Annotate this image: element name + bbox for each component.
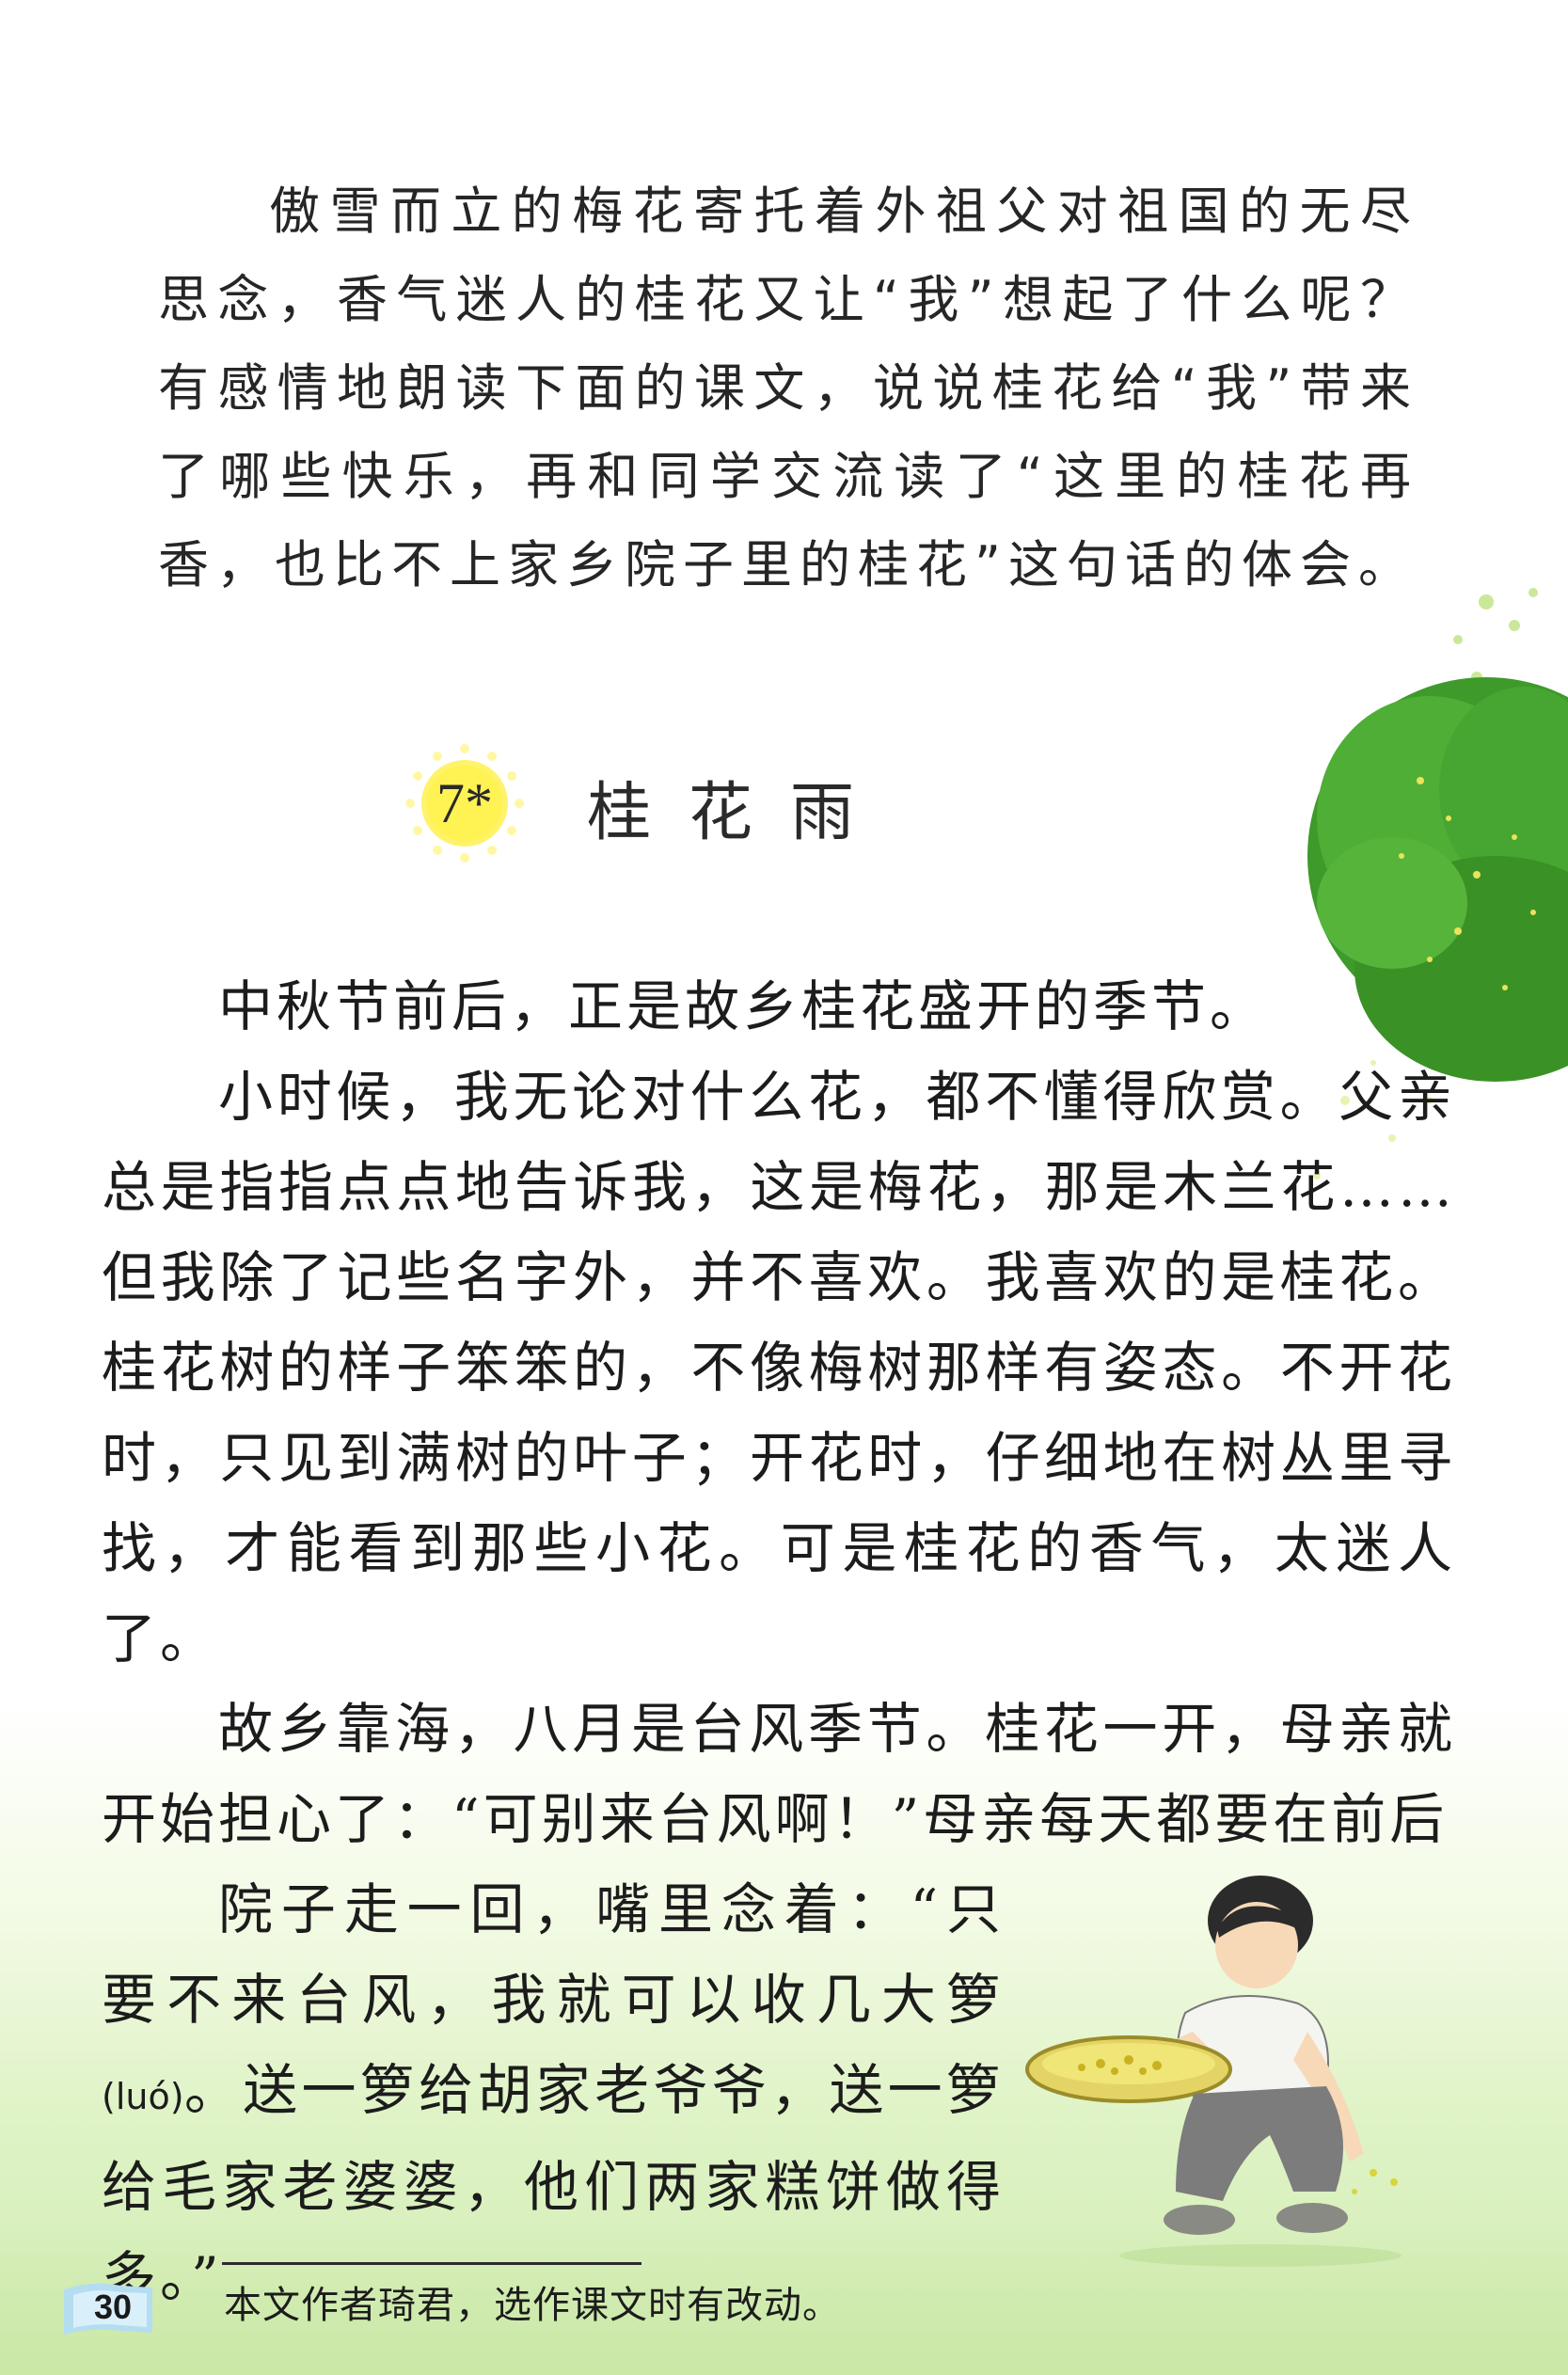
lesson-number: 7* <box>436 772 493 834</box>
paragraph-1: 中秋节前后，正是故乡桂花盛开的季节。 <box>218 974 1269 1038</box>
paragraph-4-text-b: 。送一箩给胡家老爷爷，送一箩给毛家老婆婆，他们两家糕饼做得多。” <box>102 2058 1005 2309</box>
paragraph-2: 小时候，我无论对什么花，都不懂得欣赏。父亲总是指指点点地告诉我，这是梅花，那是木… <box>102 1065 1456 1670</box>
pinyin-annotation: (luó) <box>102 2076 184 2117</box>
lesson-body: 中秋节前后，正是故乡桂花盛开的季节。 小时候，我无论对什么花，都不懂得欣赏。父亲… <box>102 961 1456 2322</box>
book-page-icon <box>64 2283 152 2335</box>
paragraph-4-text-a: 院子走一回，嘴里念着：“只要不来台风，我就可以收几大箩 <box>102 1877 1005 2032</box>
paragraph-4: 院子走一回，嘴里念着：“只要不来台风，我就可以收几大箩 (luó)。送一箩给胡家老… <box>102 1864 1005 2322</box>
page-number: 30 <box>94 2288 133 2326</box>
lesson-badge: 7* <box>403 741 527 865</box>
page-tab <box>55 2276 160 2340</box>
intro-paragraph: 傲雪而立的梅花寄托着外祖父对祖国的无尽思念，香气迷人的桂花又让“我”想起了什么呢… <box>158 182 1418 594</box>
osmanthus-tree-illustration <box>1307 588 1568 1180</box>
boy-collecting-flowers-illustration <box>1025 1876 1402 2267</box>
footnote-divider <box>222 2262 641 2265</box>
sun-badge-icon <box>405 744 524 863</box>
paragraph-3: 故乡靠海，八月是台风季节。桂花一开，母亲就开始担心了：“可别来台风啊！”母亲每天… <box>102 1697 1456 1851</box>
footnote: 本文作者琦君，选作课文时有改动。 <box>224 2284 841 2327</box>
lesson-title: 桂花雨 <box>587 776 893 850</box>
